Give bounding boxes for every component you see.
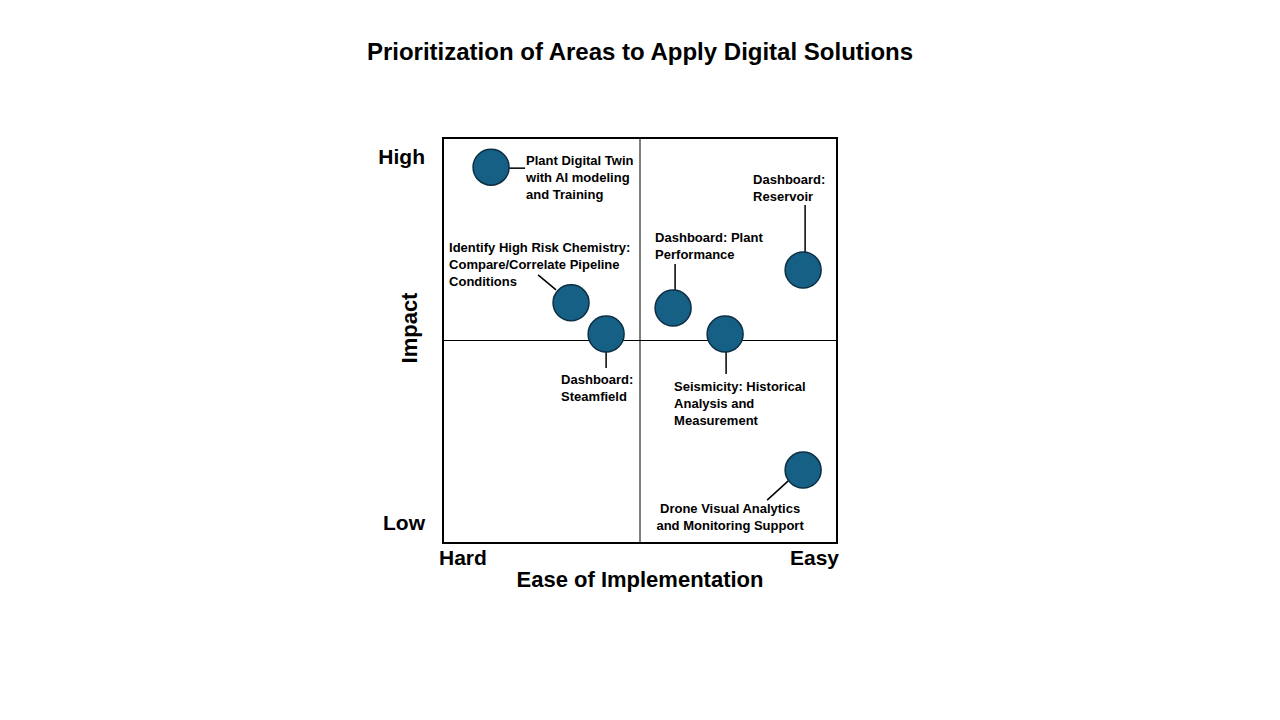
html-text:Impact: Impact — [397, 292, 422, 364]
svg-text:Low: Low — [383, 511, 426, 534]
svg-text:Identify High Risk Chemistry:C: Identify High Risk Chemistry:Compare/Cor… — [449, 240, 630, 289]
svg-text:Plant Digital Twinwith AI mode: Plant Digital Twinwith AI modelingand Tr… — [525, 153, 633, 202]
svg-text:Dashboard: PlantPerformance: Dashboard: PlantPerformance — [655, 230, 763, 262]
svg-text:High: High — [378, 145, 425, 168]
svg-text:Dashboard:Reservoir: Dashboard:Reservoir — [753, 172, 825, 204]
svg-text:Hard: Hard — [439, 546, 487, 569]
svg-text:Drone Visual Analyticsand Moni: Drone Visual Analyticsand Monitoring Sup… — [656, 501, 804, 533]
svg-text:Easy: Easy — [790, 546, 839, 569]
svg-text:Seismicity: HistoricalAnalysis: Seismicity: HistoricalAnalysis andMeasur… — [674, 379, 806, 428]
html-text:Ease of Implementation: Ease of Implementation — [516, 567, 764, 592]
html-text:Prioritization of Areas to App: Prioritization of Areas to Apply Digital… — [366, 38, 914, 65]
svg-text:Dashboard:Steamfield: Dashboard:Steamfield — [561, 372, 633, 404]
